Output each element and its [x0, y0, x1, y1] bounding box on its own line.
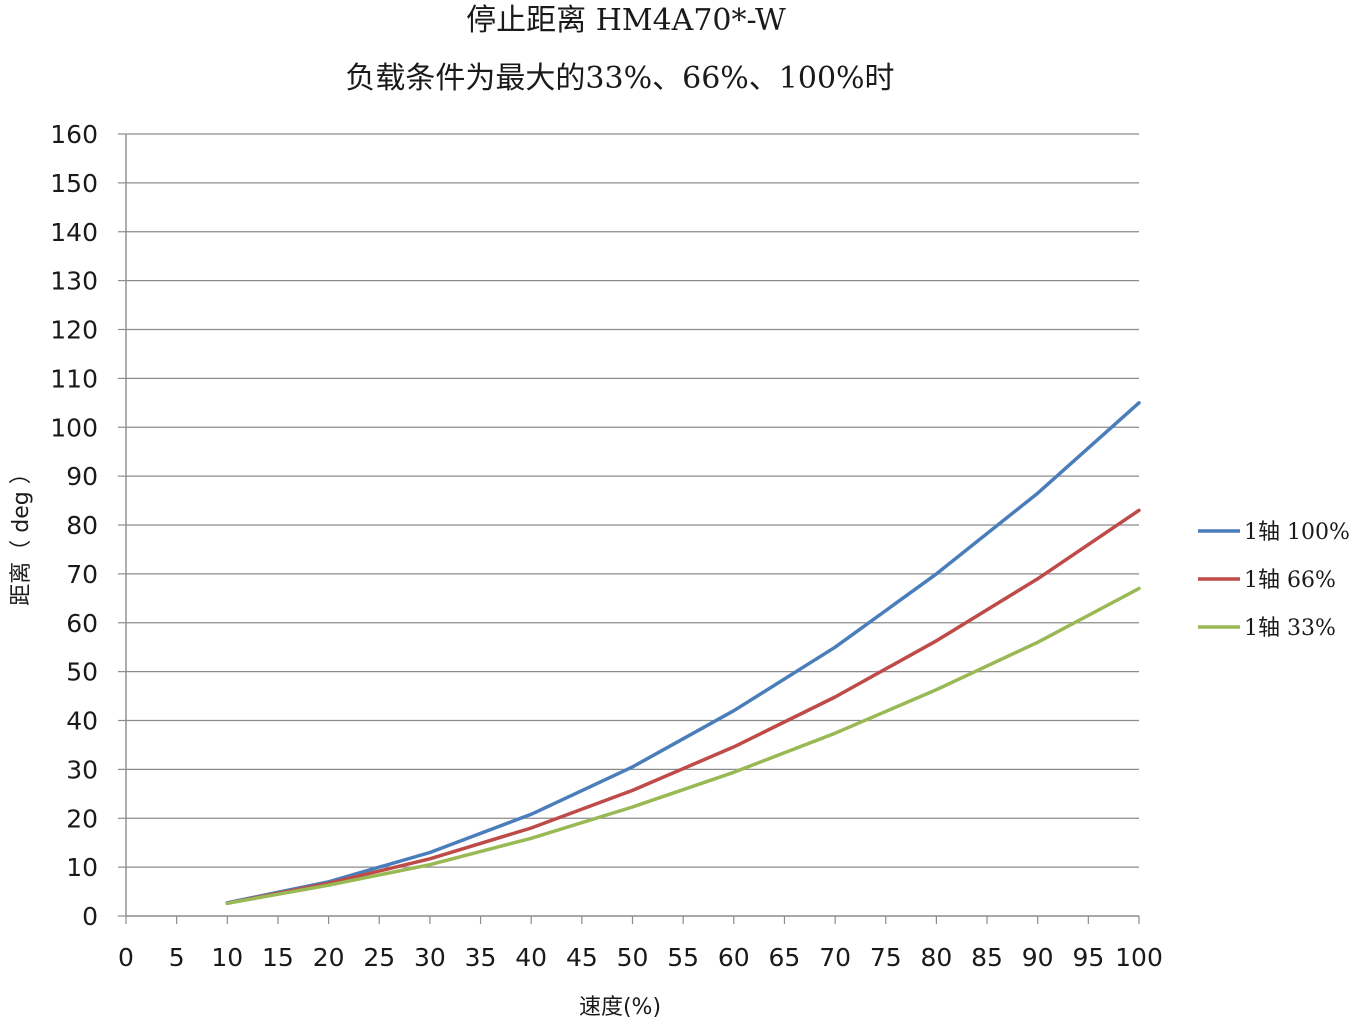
- series-line-2: [225, 508, 1141, 906]
- x-tick-label: 100: [1115, 943, 1163, 972]
- y-tick-label: 140: [50, 218, 98, 247]
- y-tick-label: 110: [50, 364, 98, 393]
- x-tick-label: 40: [515, 943, 547, 972]
- x-tick-label: 5: [169, 943, 185, 972]
- series-line-3: [225, 586, 1141, 906]
- x-tick-label: 45: [566, 943, 598, 972]
- legend-label: 1轴 100%: [1244, 520, 1350, 545]
- grid: [126, 133, 1139, 868]
- y-axis-label: 距离（ deg ）: [9, 462, 34, 605]
- y-tick-label: 50: [66, 658, 98, 687]
- x-tick-label: 20: [313, 943, 345, 972]
- legend: 1轴 100% 1轴 66% 1轴 33%: [1198, 520, 1350, 641]
- y-tick-label: 60: [66, 609, 98, 638]
- x-axis-label: 速度(%): [579, 995, 661, 1020]
- x-tick-label: 10: [211, 943, 243, 972]
- x-tick-label: 95: [1072, 943, 1104, 972]
- y-tick-label: 90: [66, 462, 98, 491]
- x-tick-label: 35: [465, 943, 497, 972]
- x-tick-label: 15: [262, 943, 294, 972]
- chart-title: 停止距离 HM4A70*-W: [466, 3, 786, 38]
- y-tick-label: 100: [50, 413, 98, 442]
- x-tick-label: 55: [667, 943, 699, 972]
- x-tick-labels: 0 5 10 15 20 25 30 35 40 45 50 55 60 65 70 75 80 85 90 95 10…: [118, 943, 1163, 972]
- x-tick-label: 75: [870, 943, 902, 972]
- y-tick-label: 160: [50, 120, 98, 149]
- y-tick-label: 20: [66, 804, 98, 833]
- x-tick-label: 90: [1022, 943, 1054, 972]
- x-tick-label: 0: [118, 943, 134, 972]
- x-tick-label: 60: [718, 943, 750, 972]
- series-lines: [225, 401, 1141, 906]
- y-tick-label: 70: [66, 560, 98, 589]
- x-tick-label: 65: [769, 943, 801, 972]
- legend-label: 1轴 33%: [1244, 616, 1336, 641]
- chart-subtitle: 负载条件为最大的33%、66%、100%时: [345, 61, 894, 96]
- x-tick-label: 25: [363, 943, 395, 972]
- y-tick-label: 40: [66, 707, 98, 736]
- axes: [118, 133, 1140, 924]
- y-tick-label: 80: [66, 511, 98, 540]
- series-line-1: [225, 401, 1141, 905]
- x-tick-label: 50: [617, 943, 649, 972]
- x-tick-label: 85: [971, 943, 1003, 972]
- y-tick-label: 30: [66, 755, 98, 784]
- y-tick-label: 0: [82, 902, 98, 931]
- legend-label: 1轴 66%: [1244, 568, 1336, 593]
- y-tick-label: 120: [50, 316, 98, 345]
- x-tick-label: 70: [819, 943, 851, 972]
- x-tick-label: 30: [414, 943, 446, 972]
- y-tick-label: 150: [50, 169, 98, 198]
- x-tick-label: 80: [920, 943, 952, 972]
- y-tick-label: 10: [66, 853, 98, 882]
- y-tick-labels: 0 10 20 30 40 50 60 70 80 90 100 110 120 130 140 150 160: [50, 120, 98, 931]
- y-tick-label: 130: [50, 267, 98, 296]
